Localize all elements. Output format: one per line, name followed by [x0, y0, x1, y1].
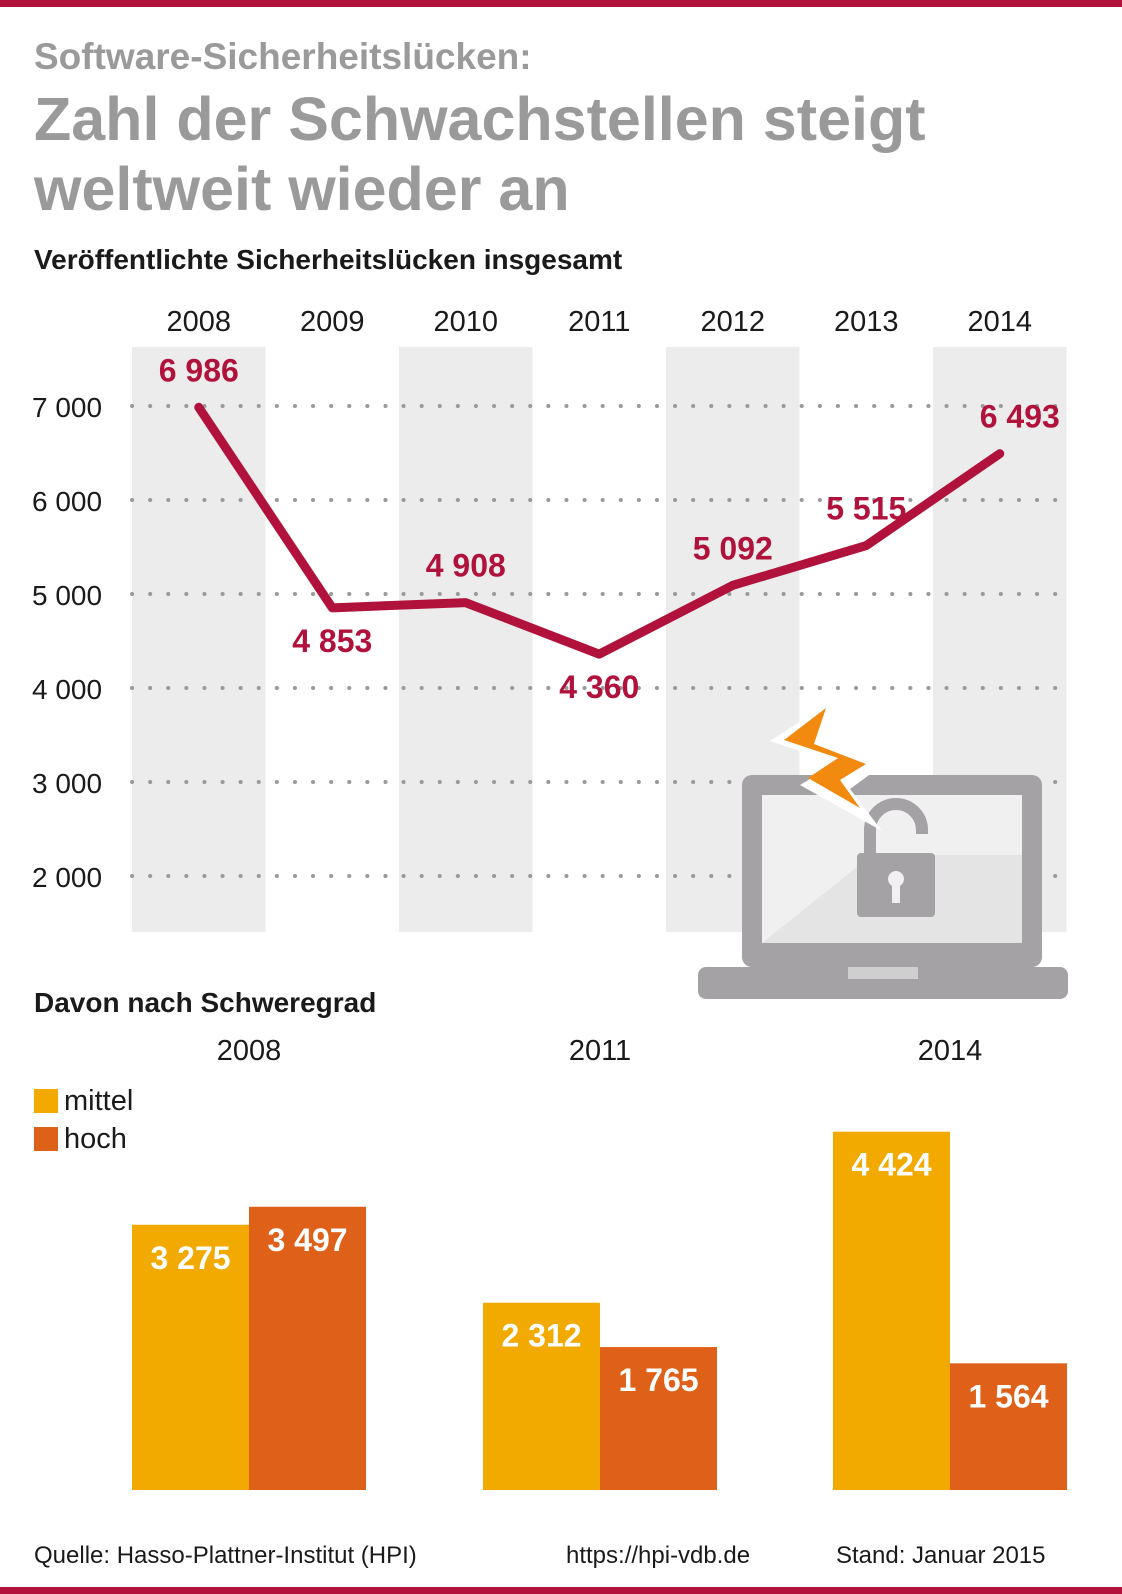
- y-tick-label: 4 000: [32, 674, 102, 705]
- column-band-2010: [399, 347, 533, 932]
- chart-title: Zahl der Schwachstellen steigt weltweit …: [34, 85, 926, 223]
- y-tick-label: 6 000: [32, 486, 102, 517]
- line-chart-title: Veröffentlichte Sicherheitslücken insges…: [34, 244, 623, 275]
- legend-swatch-mittel: [34, 1089, 58, 1113]
- bar-category-label: 2014: [918, 1035, 983, 1067]
- data-label-2011: 4 360: [559, 669, 639, 705]
- bar-value-label: 2 312: [501, 1318, 581, 1354]
- x-tick-label: 2012: [700, 306, 765, 338]
- bar-mittel-2008: [132, 1224, 249, 1490]
- bar-value-label: 3 275: [150, 1240, 230, 1276]
- y-tick-label: 5 000: [32, 580, 102, 611]
- legend-label-mittel: mittel: [64, 1084, 134, 1117]
- legend: mittel hoch: [34, 1082, 133, 1158]
- column-band-2008: [132, 347, 266, 932]
- data-label-2012: 5 092: [693, 530, 773, 566]
- x-tick-label: 2013: [834, 306, 899, 338]
- bar-mittel-2014: [833, 1131, 950, 1490]
- bottom-rule: [0, 1587, 1122, 1594]
- laptop-lock-lightning-icon: [698, 697, 1068, 999]
- y-tick-label: 7 000: [32, 392, 102, 423]
- y-tick-label: 3 000: [32, 768, 102, 799]
- legend-label-hoch: hoch: [64, 1122, 127, 1155]
- bar-hoch-2008: [249, 1206, 366, 1490]
- data-label-2008: 6 986: [159, 352, 239, 388]
- legend-item-mittel: mittel: [34, 1082, 133, 1120]
- legend-swatch-hoch: [34, 1127, 58, 1151]
- data-label-2009: 4 853: [292, 623, 372, 659]
- date-note: Stand: Januar 2015: [836, 1542, 1046, 1569]
- bar-value-label: 4 424: [851, 1147, 931, 1183]
- x-tick-label: 2008: [166, 306, 231, 338]
- bar-hoch-2011: [600, 1347, 717, 1490]
- chart-subtitle: Software-Sicherheitslücken:: [34, 36, 532, 77]
- x-tick-label: 2010: [433, 306, 498, 338]
- bar-value-label: 3 497: [267, 1222, 347, 1258]
- top-rule: [0, 0, 1122, 7]
- source-note: Quelle: Hasso-Plattner-Institut (HPI): [34, 1542, 417, 1569]
- x-tick-label: 2009: [300, 306, 365, 338]
- y-tick-label: 2 000: [32, 862, 102, 893]
- data-label-2014: 6 493: [980, 399, 1060, 435]
- x-tick-label: 2014: [967, 306, 1032, 338]
- source-url: https://hpi-vdb.de: [566, 1542, 751, 1569]
- bar-hoch-2014: [950, 1363, 1067, 1490]
- bar-category-label: 2008: [217, 1035, 282, 1067]
- x-tick-label: 2011: [568, 306, 630, 338]
- bar-category-label: 2011: [569, 1035, 631, 1067]
- data-label-2010: 4 908: [426, 548, 506, 584]
- bar-mittel-2011: [483, 1302, 600, 1490]
- bar-value-label: 1 765: [618, 1362, 698, 1398]
- legend-item-hoch: hoch: [34, 1120, 133, 1158]
- bar-chart-title: Davon nach Schweregrad: [34, 987, 377, 1018]
- data-label-2013: 5 515: [826, 491, 906, 527]
- bar-value-label: 1 564: [968, 1378, 1048, 1414]
- series-line: [194, 402, 1005, 659]
